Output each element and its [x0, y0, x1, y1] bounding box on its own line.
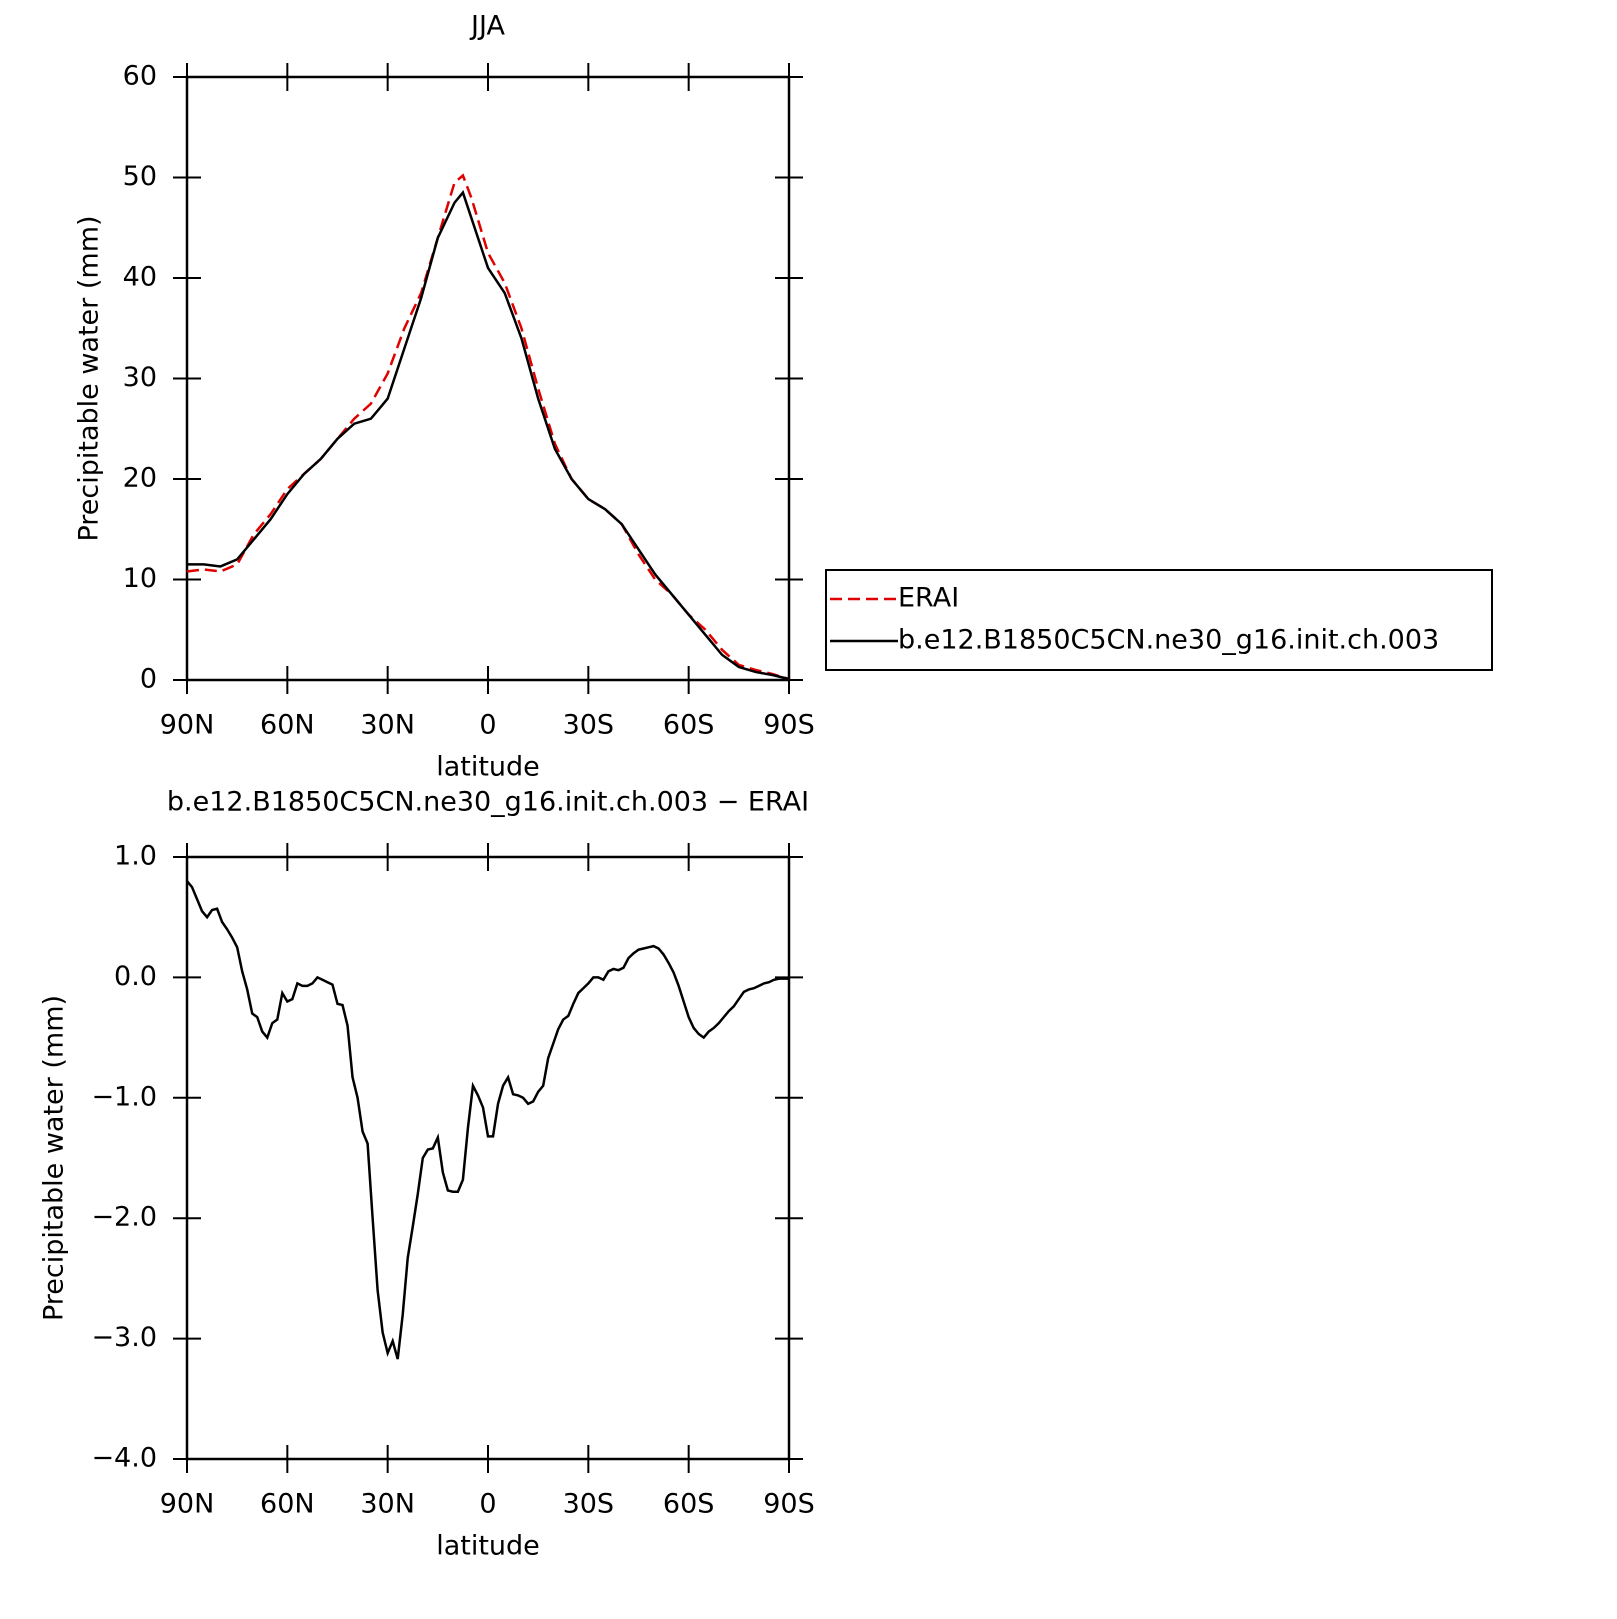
x-tick-label: 0 [479, 1489, 496, 1520]
y-tick-label: 60 [123, 61, 157, 92]
y-tick-label: 1.0 [114, 841, 157, 872]
chart-title: JJA [469, 11, 505, 42]
data-line [186, 880, 789, 1360]
x-tick-label: 30N [360, 710, 415, 741]
y-tick-label: −4.0 [91, 1443, 157, 1474]
x-tick-label: 30S [563, 1489, 615, 1520]
y-tick-label: 0.0 [114, 961, 157, 992]
x-tick-label: 60S [663, 710, 715, 741]
y-tick-label: 20 [123, 463, 157, 494]
x-tick-label: 90S [763, 1489, 815, 1520]
y-tick-label: 10 [123, 563, 157, 594]
y-tick-label: 0 [140, 664, 157, 695]
x-axis-label: latitude [436, 1531, 540, 1562]
x-tick-label: 90N [160, 710, 215, 741]
x-tick-label: 0 [479, 710, 496, 741]
y-tick-label: −1.0 [91, 1081, 157, 1112]
x-tick-label: 90N [160, 1489, 215, 1520]
x-tick-label: 30N [360, 1489, 415, 1520]
legend-label: ERAI [898, 583, 959, 614]
data-line [186, 173, 790, 681]
x-tick-label: 60N [260, 1489, 315, 1520]
plot-frame [185, 75, 791, 682]
x-tick-label: 60S [663, 1489, 715, 1520]
y-tick-label: −3.0 [91, 1322, 157, 1353]
plot-frame [185, 855, 791, 1461]
y-tick-label: 40 [123, 262, 157, 293]
x-tick-label: 90S [763, 710, 815, 741]
y-tick-label: 50 [123, 161, 157, 192]
y-axis-label: Precipitable water (mm) [39, 995, 70, 1321]
x-tick-label: 30S [563, 710, 615, 741]
legend-box [825, 569, 1493, 671]
legend-label: b.e12.B1850C5CN.ne30_g16.init.ch.003 [898, 625, 1439, 656]
x-axis-label: latitude [436, 752, 540, 783]
y-tick-label: 30 [123, 362, 157, 393]
data-line [187, 190, 790, 681]
x-tick-label: 60N [260, 710, 315, 741]
y-tick-label: −2.0 [91, 1202, 157, 1233]
chart-title: b.e12.B1850C5CN.ne30_g16.init.ch.003 − E… [167, 787, 809, 818]
y-axis-label: Precipitable water (mm) [74, 215, 105, 541]
